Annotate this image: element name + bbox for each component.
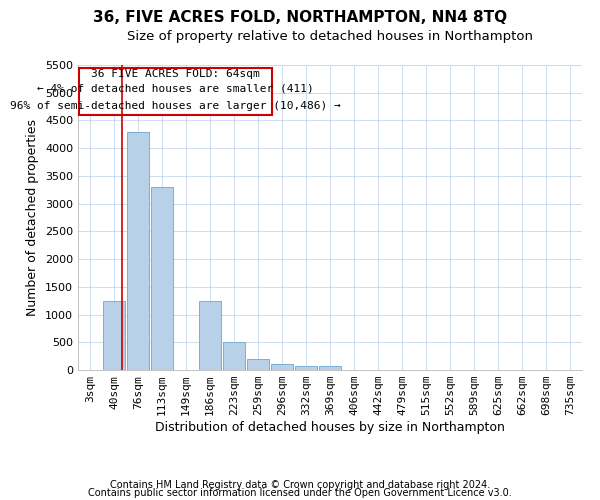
Y-axis label: Number of detached properties: Number of detached properties	[26, 119, 40, 316]
Text: 36, FIVE ACRES FOLD, NORTHAMPTON, NN4 8TQ: 36, FIVE ACRES FOLD, NORTHAMPTON, NN4 8T…	[93, 10, 507, 25]
Bar	[295, 366, 317, 370]
Bar	[103, 300, 125, 370]
Bar	[199, 300, 221, 370]
Text: 96% of semi-detached houses are larger (10,486) →: 96% of semi-detached houses are larger (…	[10, 101, 341, 111]
Bar	[319, 366, 341, 370]
Text: 36 FIVE ACRES FOLD: 64sqm: 36 FIVE ACRES FOLD: 64sqm	[91, 70, 260, 80]
Text: Contains public sector information licensed under the Open Government Licence v3: Contains public sector information licen…	[88, 488, 512, 498]
Text: ← 4% of detached houses are smaller (411): ← 4% of detached houses are smaller (411…	[37, 84, 314, 94]
Bar	[271, 364, 293, 370]
Title: Size of property relative to detached houses in Northampton: Size of property relative to detached ho…	[127, 30, 533, 43]
Bar	[79, 68, 272, 115]
Bar	[247, 359, 269, 370]
X-axis label: Distribution of detached houses by size in Northampton: Distribution of detached houses by size …	[155, 421, 505, 434]
Text: Contains HM Land Registry data © Crown copyright and database right 2024.: Contains HM Land Registry data © Crown c…	[110, 480, 490, 490]
Bar	[127, 132, 149, 370]
Bar	[151, 187, 173, 370]
Bar	[223, 342, 245, 370]
